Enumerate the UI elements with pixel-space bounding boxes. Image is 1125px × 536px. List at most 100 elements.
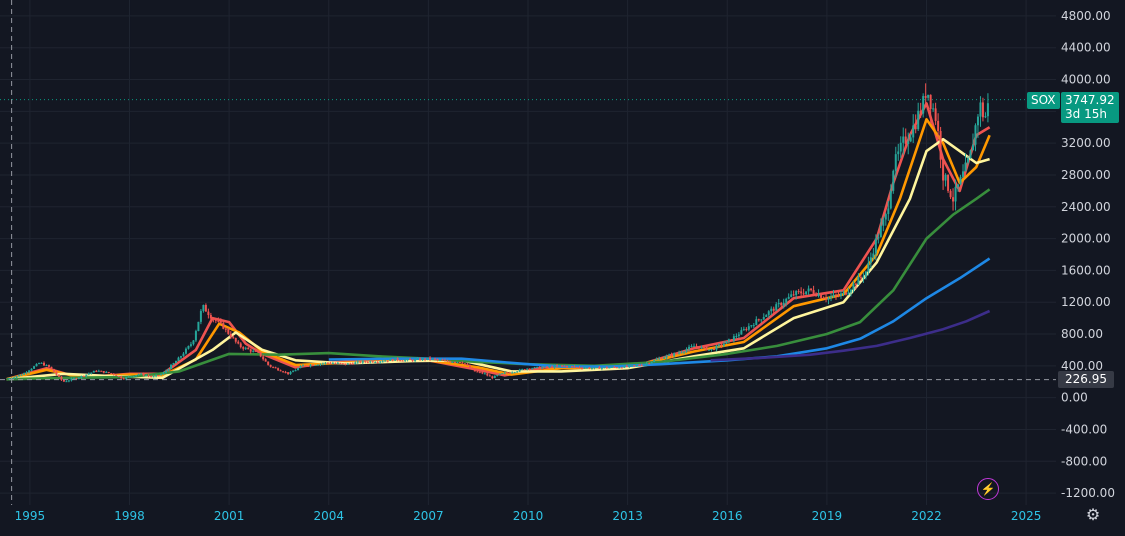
candle-body <box>232 337 235 339</box>
candle-body <box>401 360 404 362</box>
candle-body <box>45 365 48 367</box>
candle-body <box>541 367 544 369</box>
candle-body <box>852 283 855 290</box>
candle-body <box>705 346 708 351</box>
candle-body <box>234 337 237 342</box>
candle-body <box>635 364 638 366</box>
candle-body <box>262 356 265 360</box>
candle-body <box>508 372 511 374</box>
candle-body <box>673 353 676 356</box>
candle-body <box>90 372 93 374</box>
candle-body <box>700 346 703 349</box>
candle-body <box>38 363 41 365</box>
moving-averages <box>6 102 991 381</box>
candle-body <box>688 346 691 350</box>
candle-body <box>150 376 153 378</box>
candle-body <box>899 142 902 152</box>
candle-body <box>65 381 68 383</box>
x-tick-label: 2007 <box>413 509 444 523</box>
candle-body <box>797 291 800 293</box>
candle-body <box>561 365 564 367</box>
candle-body <box>199 310 202 322</box>
candle-body <box>558 365 561 367</box>
candle-body <box>57 374 60 377</box>
candle-body <box>516 371 519 373</box>
candle-body <box>805 291 808 295</box>
candle-body <box>742 329 745 331</box>
candle-body <box>583 367 586 369</box>
x-axis[interactable]: 1995 1998 2001 2004 2007 2010 2013 2016 2019 2022… <box>15 509 1042 523</box>
lightning-icon[interactable]: ⚡ <box>977 478 999 500</box>
candle-body <box>277 368 280 371</box>
ma-line-1 <box>6 102 991 381</box>
candle-body <box>43 362 45 366</box>
candle-body <box>835 294 837 296</box>
candle-body <box>274 367 277 369</box>
candle-body <box>287 372 290 374</box>
candle-body <box>364 360 367 362</box>
candle-body <box>237 341 240 344</box>
candle-body <box>97 370 100 372</box>
candle-body <box>849 289 852 293</box>
candle-body <box>810 288 813 291</box>
candle-body <box>917 110 920 130</box>
candle-body <box>962 171 965 177</box>
candle-body <box>548 366 551 368</box>
candle-body <box>578 367 581 369</box>
candle-body <box>122 378 125 380</box>
candle-body <box>466 364 469 366</box>
candle-body <box>832 294 835 297</box>
gear-icon[interactable]: ⚙ <box>1085 507 1101 524</box>
candle-body <box>757 319 760 321</box>
candle-body <box>132 376 135 378</box>
candle-body <box>665 355 668 358</box>
candle-body <box>927 94 930 98</box>
candle-body <box>219 321 222 323</box>
candle-body <box>214 319 217 321</box>
candle-body <box>964 162 967 172</box>
candle-body <box>179 356 182 358</box>
candle-body <box>18 374 21 377</box>
candle-body <box>897 151 900 155</box>
candle-body <box>820 294 823 298</box>
last-price-value: 3747.92 <box>1065 93 1115 107</box>
candle-body <box>441 359 444 361</box>
candle-body <box>822 297 825 299</box>
ma-line-3 <box>6 137 990 381</box>
y-axis[interactable]: 4800.004400.004000.003600.003200.002800.… <box>1061 9 1115 500</box>
candle-body <box>207 311 210 316</box>
candle-body <box>795 291 798 295</box>
candle-body <box>625 365 628 367</box>
candle-body <box>735 335 738 337</box>
candle-body <box>481 372 484 374</box>
candle-body <box>33 366 36 369</box>
candle-body <box>468 365 471 368</box>
y-tick-label: 2000.00 <box>1061 232 1111 246</box>
candle-body <box>448 361 451 363</box>
candle-body <box>35 363 38 367</box>
candle-body <box>267 361 270 365</box>
candle-body <box>531 368 534 370</box>
candle-body <box>354 362 357 365</box>
candle-body <box>715 345 718 350</box>
candle-body <box>703 346 705 348</box>
candle-body <box>967 158 969 163</box>
x-tick-label: 2010 <box>513 509 544 523</box>
candle-body <box>568 366 571 368</box>
candle-body <box>857 276 860 285</box>
x-tick-label: 2019 <box>812 509 843 523</box>
candle-body <box>404 359 407 361</box>
candle-body <box>957 184 960 187</box>
candle-body <box>812 290 815 294</box>
candle-body <box>922 96 925 114</box>
candle-body <box>610 366 613 368</box>
candle-body <box>329 362 332 364</box>
candle-body <box>40 362 43 364</box>
candle-body <box>740 330 743 335</box>
y-tick-label: 4400.00 <box>1061 41 1111 55</box>
candle-body <box>959 176 962 185</box>
candle-body <box>194 331 197 341</box>
candle-body <box>765 314 768 317</box>
candle-body <box>257 351 260 353</box>
